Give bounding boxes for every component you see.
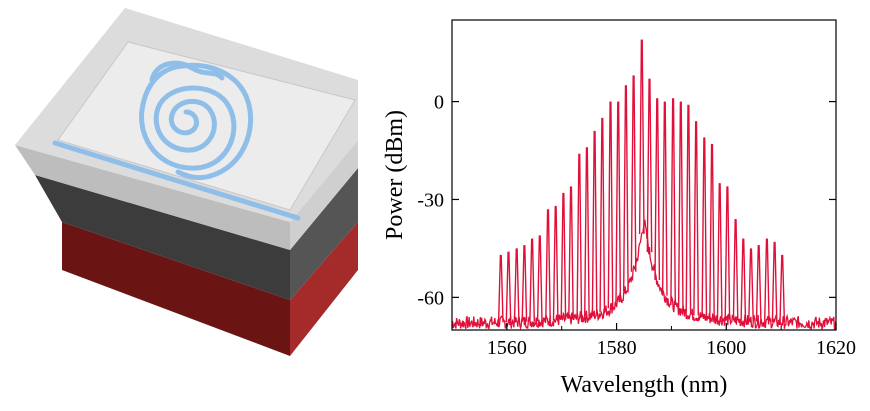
comb-line-peak: [623, 85, 629, 292]
comb-line-peak: [685, 104, 692, 314]
x-tick-label: 1560: [487, 337, 527, 359]
comb-line-peak: [560, 192, 567, 320]
cladding-side-face: [290, 140, 358, 250]
comb-line-peak: [584, 147, 590, 317]
dark-layer-side-face: [290, 168, 358, 300]
substrate-side-face: [290, 222, 358, 356]
comb-line-peak: [536, 235, 543, 322]
comb-line-peak: [764, 238, 770, 322]
y-tick-label: 0: [434, 92, 444, 114]
comb-line-peak: [545, 209, 551, 321]
comb-line-peak: [638, 39, 645, 235]
comb-line-peak: [732, 219, 739, 321]
x-tick-label: 1600: [706, 337, 746, 359]
chip-top-inner: [57, 41, 356, 211]
comb-line-peak: [748, 248, 754, 322]
comb-line-peak: [576, 153, 583, 318]
x-tick-label: 1580: [597, 337, 637, 359]
comb-line-peak: [646, 78, 653, 253]
comb-line-peak: [568, 186, 574, 319]
comb-line-peak: [599, 117, 606, 313]
plot-area: [452, 39, 836, 330]
comb-line-peak: [497, 254, 504, 323]
comb-line-peak: [779, 254, 786, 323]
substrate-front-face: [62, 222, 290, 356]
comb-line-peak: [591, 130, 598, 315]
comb-line-peak: [661, 101, 668, 296]
comb-line-peak: [771, 241, 778, 323]
dark-layer-front-face: [35, 175, 290, 300]
comb-line-peak: [670, 98, 676, 306]
comb-line-peak: [552, 205, 559, 321]
comb-line-peak: [505, 251, 512, 323]
axes: 1560 1580 1600 1620 0 -30 -60: [417, 92, 856, 359]
x-axis-label: Wavelength (nm): [561, 372, 728, 398]
y-tick-label: -60: [417, 287, 444, 309]
comb-line-peak: [740, 238, 747, 321]
comb-line-peak: [724, 186, 731, 320]
plot-frame: [451, 19, 837, 331]
comb-line-peak: [615, 101, 622, 302]
comb-line-peak: [654, 98, 661, 281]
bus-waveguide: [52, 140, 301, 221]
comb-line-peak: [709, 143, 715, 319]
comb-line-peak: [716, 183, 723, 320]
y-tick-label: -30: [417, 189, 444, 211]
comb-line-peak: [513, 248, 520, 323]
comb-line-peak: [701, 137, 708, 318]
y-axis-label: Power (dBm): [382, 110, 408, 240]
comb-line-peak: [693, 121, 699, 316]
x-tick-label: 1620: [816, 337, 856, 359]
comb-line-peak: [521, 245, 528, 322]
comb-line-peak: [529, 238, 535, 322]
cladding-front-face: [15, 145, 290, 250]
spiral-chip-illustration: [15, 8, 358, 356]
comb-line-peak: [630, 75, 637, 272]
spiral-waveguide: [139, 60, 254, 181]
comb-line-peak: [677, 101, 684, 311]
comb-line-peak: [607, 101, 614, 309]
noise-floor-trace: [452, 219, 836, 330]
comb-line-peak: [755, 245, 762, 322]
